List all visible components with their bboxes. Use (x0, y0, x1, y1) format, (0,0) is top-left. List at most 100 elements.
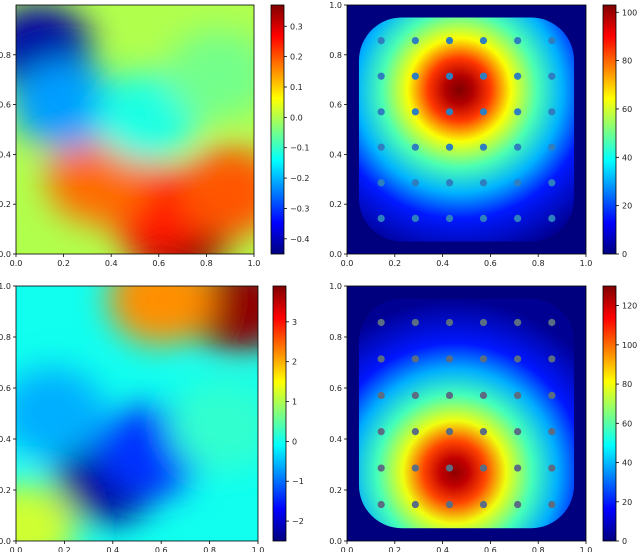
sensor-point (377, 355, 385, 363)
y-tick-label: 0.6 (0, 101, 11, 110)
x-tick-label: 0.0 (341, 259, 354, 268)
sensor-point (548, 37, 556, 45)
sensor-point (479, 214, 488, 222)
colorbar-tick-label: 60 (622, 419, 632, 428)
x-tick-label: 0.2 (58, 546, 71, 552)
sensor-point (445, 108, 454, 116)
heatmap-field (347, 5, 586, 254)
axes-frame (346, 4, 587, 255)
colorbar-tick-label: 1 (292, 398, 297, 407)
colorbar-tick-label: −0.2 (290, 174, 309, 183)
sensor-point (377, 464, 385, 472)
heatmap-bottom-right: 0.0 0.2 0.4 0.6 0.8 1.0 0.0 0.2 0.4 0.6 0.8 1.0 120 1… (329, 282, 637, 552)
x-tick-label: 0.8 (532, 259, 545, 268)
sensor-point (514, 464, 522, 472)
colorbar-tick-label: 40 (622, 459, 632, 468)
sensor-point (514, 37, 522, 45)
sensor-point (479, 355, 488, 363)
y-tick-label: 0.2 (0, 486, 11, 495)
heatmap-blob (107, 286, 215, 345)
sensor-point (445, 391, 454, 399)
heatmap-field (16, 5, 254, 254)
sensor-point (377, 428, 385, 436)
sensor-point (377, 500, 385, 509)
heatmap-top-left: 0.0 0.2 0.4 0.6 0.8 1.0 0.0 0.2 0.4 0.6 0.8 0.3 0.2 0… (0, 4, 309, 268)
sensor-point (548, 108, 556, 116)
sensor-point (445, 464, 454, 472)
x-tick-label: 0.0 (10, 259, 23, 268)
colorbar (272, 285, 287, 542)
y-tick-label: 0.2 (0, 200, 11, 209)
sensor-point (514, 500, 522, 509)
y-tick-label: 0.0 (0, 250, 11, 259)
heatmap-blob (16, 367, 106, 460)
y-tick-label: 0.6 (0, 384, 11, 393)
y-tick-label: 0.0 (329, 537, 342, 546)
x-tick-label: 0.8 (200, 259, 213, 268)
sensor-point (411, 318, 419, 327)
sensor-point (445, 355, 454, 363)
sensor-point (514, 355, 522, 363)
x-tick-label: 0.2 (388, 259, 401, 268)
sensor-point (514, 391, 522, 399)
heatmap-bottom-left: 0.0 0.2 0.4 0.6 0.8 1.0 0.0 0.2 0.4 0.6 0.8 1.0 3 2 1 0… (0, 282, 304, 552)
sensor-point (411, 500, 419, 509)
sensor-point (445, 500, 454, 509)
colorbar-tick-label: 0 (622, 250, 627, 259)
x-tick-label: 0.6 (484, 259, 497, 268)
sensor-point (411, 37, 419, 45)
sensor-point (479, 72, 488, 80)
y-tick-label: 1.0 (329, 1, 342, 10)
sensor-point (411, 355, 419, 363)
colorbar-tick-label: −0.3 (290, 204, 309, 213)
sensor-point (377, 143, 385, 151)
x-tick-label: 0.4 (436, 259, 449, 268)
heatmap-blob (16, 59, 116, 150)
colorbar-tick-label: 20 (622, 498, 632, 507)
y-tick-label: 0.6 (329, 101, 342, 110)
sensor-point (377, 108, 385, 116)
colorbar-tick-label: 0 (292, 437, 297, 446)
sensor-point (479, 108, 488, 116)
heatmap-peak (358, 17, 575, 242)
colorbar-tick-label: −1 (292, 477, 304, 486)
sensor-point (479, 391, 488, 399)
y-tick-label: 1.0 (329, 282, 342, 291)
colorbar-tick-label: 20 (622, 202, 632, 211)
y-tick-label: 0.6 (329, 384, 342, 393)
x-tick-label: 0.8 (203, 546, 216, 552)
x-tick-label: 0.0 (341, 546, 354, 552)
y-tick-label: 0.0 (0, 537, 11, 546)
x-tick-label: 0.6 (484, 546, 497, 552)
sensor-point (514, 214, 522, 222)
sensor-point (377, 391, 385, 399)
y-tick-label: 0.8 (0, 333, 11, 342)
colorbar-tick-label: 60 (622, 105, 632, 114)
sensor-point (548, 214, 556, 222)
x-tick-label: 0.8 (532, 546, 545, 552)
y-tick-label: 0.2 (329, 486, 342, 495)
sensor-point (514, 72, 522, 80)
axes-frame (15, 285, 259, 542)
sensor-point (479, 37, 488, 45)
sensor-point (548, 355, 556, 363)
x-tick-label: 1.0 (580, 259, 593, 268)
x-tick-label: 1.0 (252, 546, 265, 552)
sensor-point (548, 428, 556, 436)
x-tick-label: 1.0 (580, 546, 593, 552)
sensor-point (479, 143, 488, 151)
sensor-point (445, 143, 454, 151)
y-tick-label: 0.4 (0, 435, 11, 444)
y-tick-label: 0.4 (329, 435, 342, 444)
heatmap-top-right: 0.0 0.2 0.4 0.6 0.8 1.0 0.0 0.2 0.4 0.6 0.8 1.0 100 8… (329, 1, 637, 268)
colorbar-tick-label: 0.1 (290, 83, 303, 92)
colorbar-tick-label: 0.3 (290, 22, 303, 31)
colorbar-tick-label: 80 (622, 57, 632, 66)
sensor-point (377, 318, 385, 327)
x-tick-label: 0.4 (105, 259, 118, 268)
sensor-point (514, 108, 522, 116)
heatmap-blob (165, 29, 254, 120)
sensor-point (479, 500, 488, 509)
x-tick-label: 0.2 (57, 259, 70, 268)
